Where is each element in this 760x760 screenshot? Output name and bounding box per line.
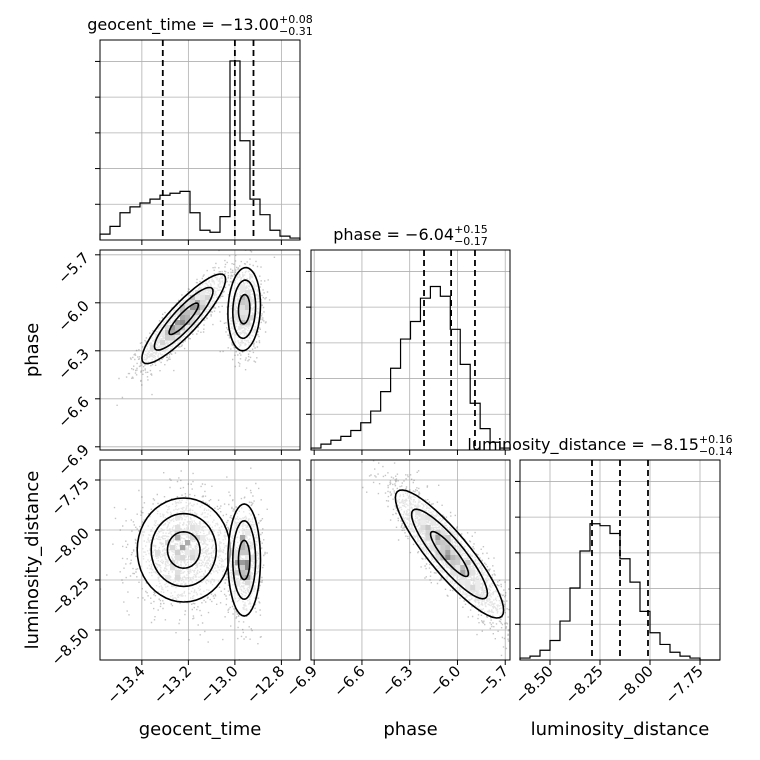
contour-level-0-cluster-0 (394, 489, 505, 619)
histogram-panel-phase: phase = −6.04+0.15 −0.17 (306, 223, 511, 455)
x-tick-label-luminosity_distance-1: −8.25 (562, 662, 607, 707)
title-main: luminosity_distance = −8.15 (467, 435, 698, 455)
title-lower-error: −0.31 (279, 25, 313, 38)
x-tick-label-luminosity_distance-3: −7.75 (662, 662, 707, 707)
x-tick-label-phase-4: −5.7 (474, 662, 512, 700)
contour-level-2-cluster-1 (237, 539, 251, 581)
contour-level-0-cluster-0 (141, 273, 227, 365)
title-upper-error: +0.15 (454, 223, 488, 236)
title-lower-error: −0.14 (699, 445, 733, 458)
x-tick-label-geocent_time-1: −13.2 (150, 662, 195, 707)
scatter-panel-luminosity_distance-vs-geocent_time: −13.4 −13.2 −13.0 −12.8 −8.50 −8.25 −8.00 −7.75 (48, 459, 301, 707)
x-tick-label-phase-0: −6.9 (283, 662, 321, 700)
panel-title-geocent_time: geocent_time = −13.00+0.08 −0.31 (87, 13, 313, 38)
contour-level-2-cluster-0 (168, 302, 200, 336)
x-tick-label-geocent_time-0: −13.4 (103, 662, 148, 707)
histogram-steps-luminosity_distance (519, 523, 720, 661)
panel-frame (99, 249, 301, 451)
x-tick-label-geocent_time-3: −12.8 (243, 662, 288, 707)
y-tick-label-luminosity_distance-0: −8.50 (48, 624, 93, 669)
y-tick-label-luminosity_distance-2: −8.00 (48, 524, 93, 569)
contour-level-2-cluster-1 (237, 293, 251, 325)
x-axis-label-phase: phase (383, 719, 437, 740)
y-tick-label-phase-2: −6.3 (54, 345, 92, 383)
histogram-steps-phase (310, 285, 511, 450)
contour-level-2-cluster-0 (429, 530, 470, 578)
y-tick-label-phase-3: −6.0 (54, 297, 92, 335)
x-tick-label-phase-2: −6.3 (378, 662, 416, 700)
panel-frame (519, 459, 721, 661)
x-tick-label-luminosity_distance-0: −8.50 (512, 662, 557, 707)
x-tick-label-phase-1: −6.6 (330, 662, 368, 700)
title-main: geocent_time = −13.00 (87, 15, 279, 35)
x-axis-label-geocent_time: geocent_time (139, 719, 262, 740)
histogram-panel-luminosity_distance: −8.50 −8.25 −8.00 −7.75 luminosity_distance … (467, 433, 732, 707)
panel-title-luminosity_distance: luminosity_distance = −8.15+0.16 −0.14 (467, 433, 732, 458)
panel-frame (99, 39, 301, 241)
histogram-panel-geocent_time: geocent_time = −13.00+0.08 −0.31 (87, 13, 313, 245)
title-lower-error: −0.17 (454, 235, 488, 248)
y-tick-label-luminosity_distance-1: −8.25 (48, 574, 93, 619)
contour-level-2-cluster-0 (166, 530, 201, 570)
scatter-panel-luminosity_distance-vs-phase: −6.9 −6.6 −6.3 −6.0 −5.7 (283, 459, 512, 701)
scatter-contents-luminosity_distance-vs-geocent_time (100, 467, 268, 660)
title-main: phase = −6.04 (333, 225, 454, 244)
title-upper-error: +0.16 (699, 433, 733, 446)
y-axis-label-luminosity_distance: luminosity_distance (22, 471, 43, 650)
y-tick-label-luminosity_distance-3: −7.75 (48, 474, 93, 519)
contour-level-1-cluster-0 (150, 512, 218, 588)
contour-level-1-cluster-0 (153, 286, 214, 351)
title-upper-error: +0.08 (279, 13, 313, 26)
contour-level-1-cluster-1 (231, 519, 257, 601)
scatter-contents-luminosity_distance-vs-phase (361, 460, 510, 657)
y-tick-label-phase-1: −6.6 (54, 393, 92, 431)
x-axis-label-luminosity_distance: luminosity_distance (531, 719, 710, 740)
x-tick-label-geocent_time-2: −13.0 (196, 662, 241, 707)
contour-level-1-cluster-0 (410, 508, 489, 600)
x-tick-label-phase-3: −6.0 (426, 662, 464, 700)
y-tick-label-phase-0: −6.9 (54, 441, 92, 479)
scatter-points-phase-vs-geocent_time (100, 250, 276, 406)
scatter-contents-phase-vs-geocent_time (100, 250, 276, 406)
panel-frame (99, 459, 301, 661)
histogram-steps-geocent_time (99, 60, 301, 240)
panel-frame (310, 249, 511, 451)
contour-level-1-cluster-1 (231, 279, 257, 340)
x-tick-label-luminosity_distance-2: −8.00 (612, 662, 657, 707)
y-tick-label-phase-4: −5.7 (54, 249, 92, 287)
panel-frame (310, 459, 511, 661)
scatter-panel-phase-vs-geocent_time: −6.9 −6.6 −6.3 −6.0 −5.7 (54, 249, 301, 479)
y-axis-label-phase: phase (22, 323, 43, 377)
panel-title-phase: phase = −6.04+0.15 −0.17 (333, 223, 488, 248)
